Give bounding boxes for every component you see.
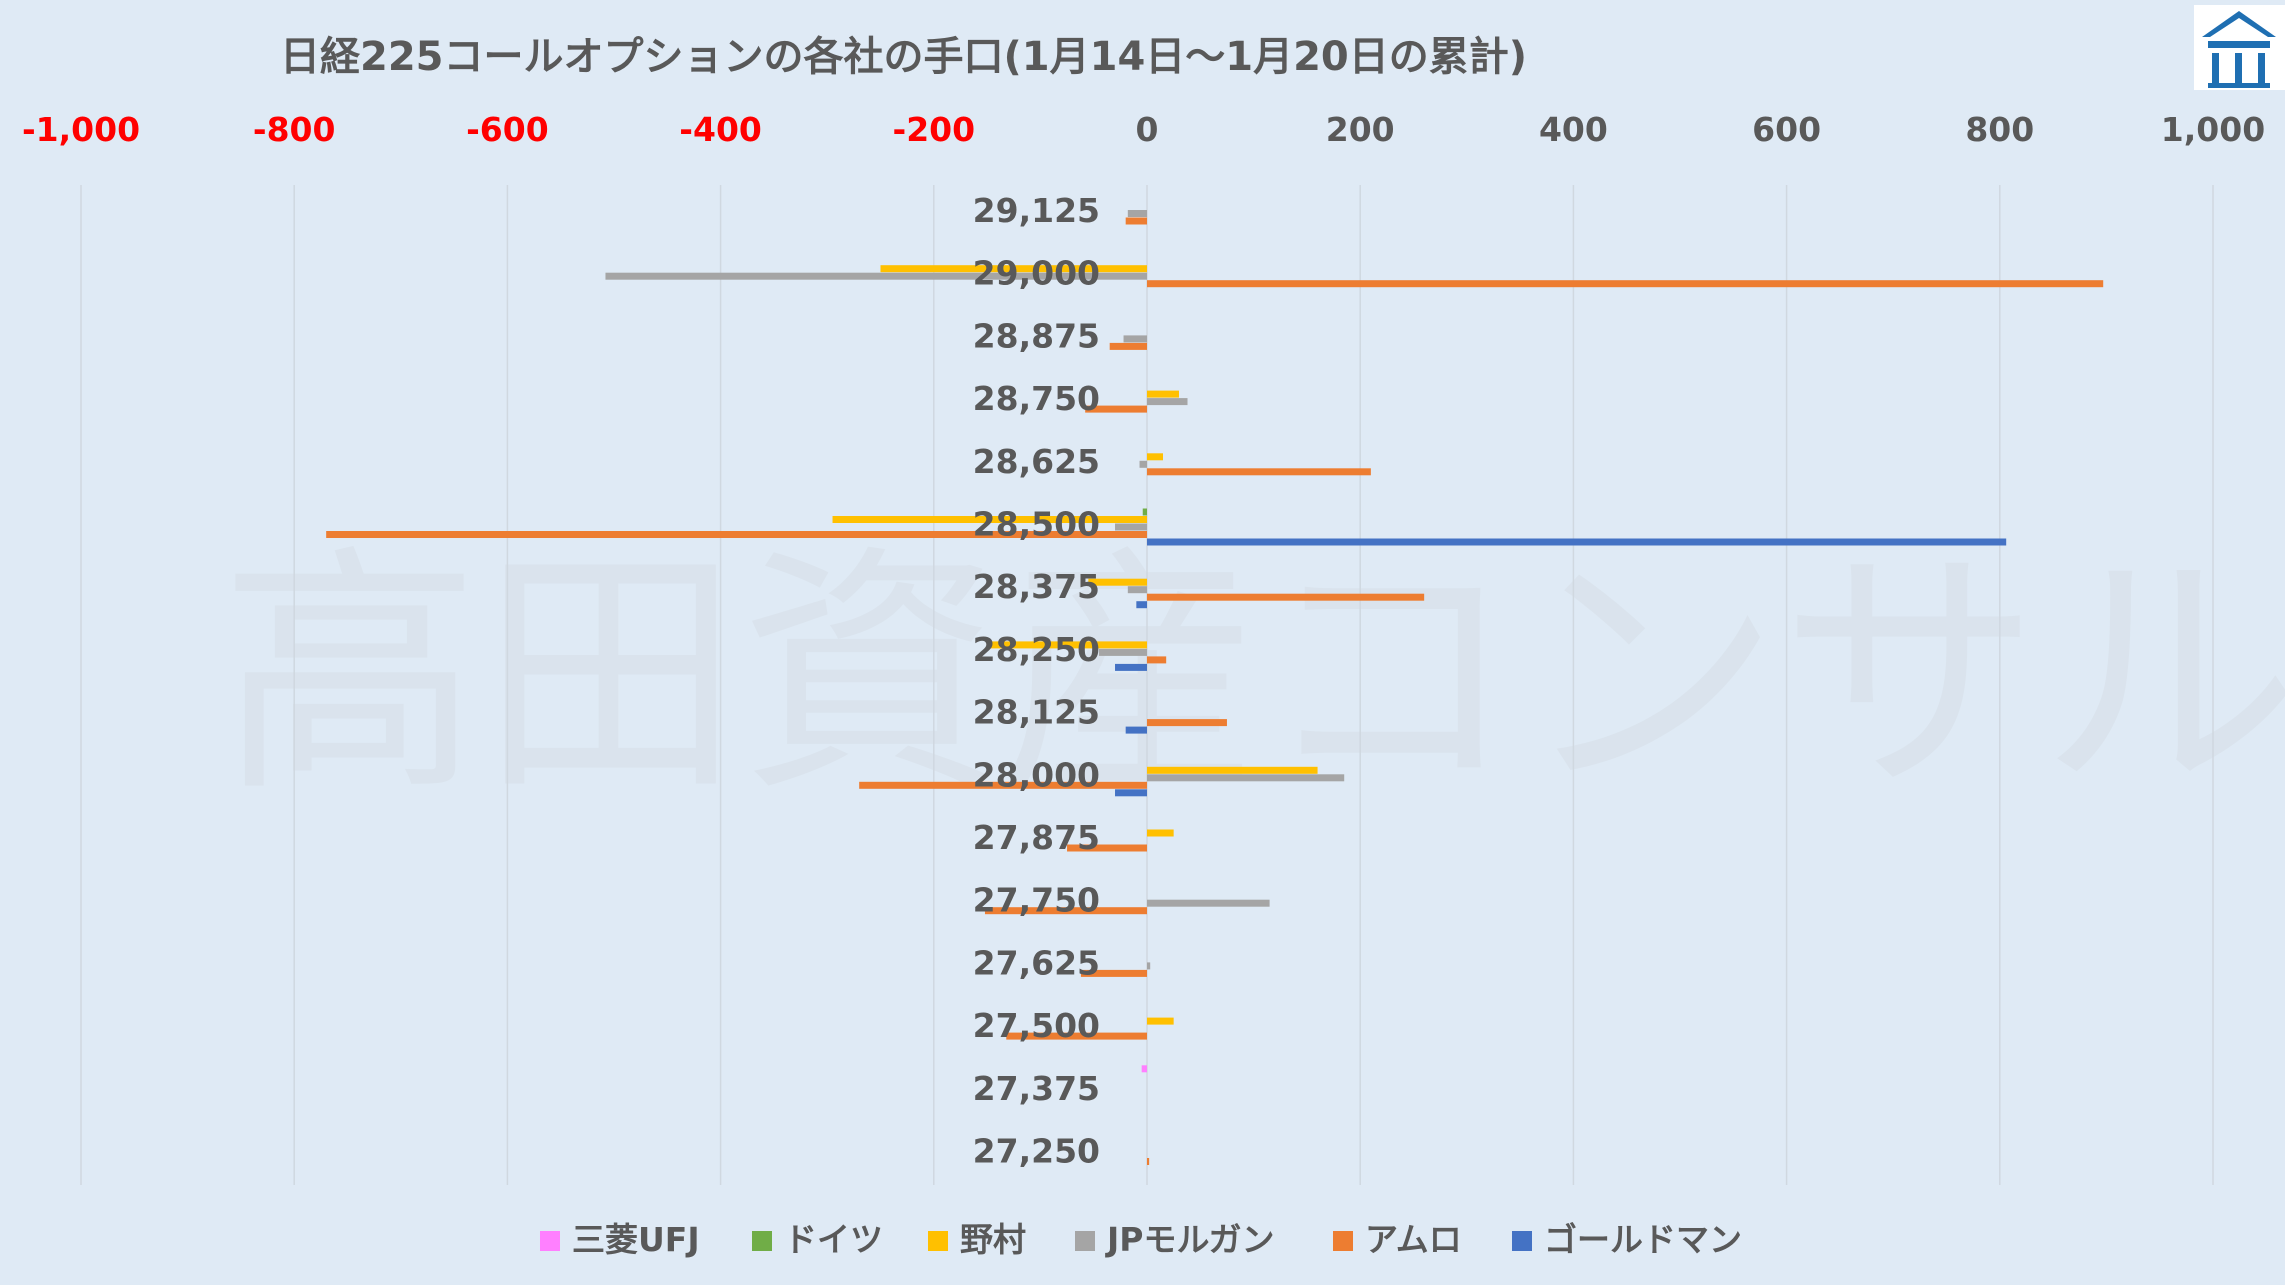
bar — [1115, 663, 1147, 671]
legend-swatch — [752, 1231, 772, 1251]
category-label: 28,000 — [973, 755, 1100, 794]
x-tick-label: 0 — [1136, 110, 1159, 149]
bar — [1147, 593, 1425, 601]
bar — [605, 272, 1147, 280]
category-label: 28,875 — [973, 316, 1100, 355]
bar — [1115, 789, 1147, 797]
legend-swatch — [1075, 1231, 1095, 1251]
bar — [1085, 405, 1147, 413]
bar — [880, 265, 1147, 273]
bar — [987, 641, 1147, 649]
x-tick-label: 200 — [1326, 110, 1395, 149]
bar — [1088, 578, 1147, 586]
legend-swatch — [928, 1231, 948, 1251]
bar — [1099, 648, 1147, 656]
watermark-text: 高田資産コンサル — [220, 525, 2285, 827]
bar — [1147, 766, 1318, 774]
x-tick-label: -600 — [466, 110, 549, 149]
category-labels: 29,125 29,000 28,875 28,750 28,625 28,500 28,3… — [973, 191, 1100, 1171]
category-label: 28,750 — [973, 379, 1100, 418]
category-label: 28,125 — [973, 693, 1100, 732]
category-label: 27,375 — [973, 1069, 1100, 1108]
legend-label: JPモルガン — [1105, 1220, 1274, 1259]
bar — [1067, 844, 1147, 852]
bar — [1147, 899, 1270, 907]
bar — [1139, 460, 1147, 468]
gridlines — [80, 185, 2214, 1185]
bar — [1125, 217, 1147, 225]
category-label: 27,750 — [973, 881, 1100, 920]
bar — [832, 516, 1147, 523]
bar — [1147, 1158, 1150, 1165]
bar — [1123, 335, 1147, 343]
bar — [1147, 280, 2104, 288]
bar — [1147, 398, 1188, 406]
bar — [1125, 726, 1147, 734]
bar — [1147, 656, 1167, 664]
bar — [1147, 1017, 1174, 1025]
category-label: 29,125 — [973, 191, 1100, 230]
bar — [1006, 1032, 1147, 1040]
bar — [1127, 586, 1147, 594]
legend-label: 野村 — [960, 1220, 1026, 1259]
x-tick-label: -200 — [893, 110, 976, 149]
bar — [1147, 453, 1163, 461]
bar — [1147, 390, 1179, 398]
x-tick-label: 800 — [1965, 110, 2034, 149]
legend: 三菱UFJ ドイツ 野村 JPモルガン アムロ ゴールドマン — [540, 1220, 1742, 1259]
category-label: 27,625 — [973, 943, 1100, 982]
bar — [326, 531, 1147, 538]
bar — [1147, 962, 1151, 970]
legend-swatch — [1512, 1231, 1532, 1251]
chart-title: 日経225コールオプションの各社の手口(1月14日～1月20日の累計) — [280, 34, 1527, 80]
x-tick-label: 1,000 — [2161, 110, 2265, 149]
bars — [326, 210, 2104, 1165]
category-label: 27,500 — [973, 1006, 1100, 1045]
bar — [1147, 538, 2007, 546]
bar — [1141, 1065, 1147, 1073]
category-label: 29,000 — [973, 254, 1100, 293]
category-label: 28,375 — [973, 567, 1100, 606]
bar — [1147, 774, 1345, 782]
category-label: 28,625 — [973, 442, 1100, 481]
legend-label: ドイツ — [784, 1220, 883, 1259]
x-tick-label: -800 — [253, 110, 336, 149]
bar — [1115, 523, 1147, 531]
x-tick-label: -400 — [679, 110, 762, 149]
legend-swatch — [540, 1231, 560, 1251]
bar — [1147, 719, 1227, 727]
legend-swatch — [1333, 1231, 1353, 1251]
bar — [1142, 508, 1147, 516]
bar — [1109, 342, 1147, 350]
legend-label: ゴールドマン — [1544, 1220, 1742, 1259]
bar — [984, 907, 1147, 915]
legend-label: アムロ — [1365, 1220, 1462, 1259]
bar — [1147, 829, 1174, 837]
x-axis-ticks: -1,000 -800 -600 -400 -200 0 200 400 600 800 1,000 — [22, 110, 2265, 149]
bar — [1127, 210, 1147, 217]
bar — [1147, 468, 1371, 476]
bar — [1136, 601, 1147, 609]
bar — [859, 781, 1147, 789]
x-tick-label: 400 — [1539, 110, 1608, 149]
category-label: 27,250 — [973, 1132, 1100, 1171]
x-tick-label: -1,000 — [22, 110, 140, 149]
category-label: 27,875 — [973, 818, 1100, 857]
category-label: 28,500 — [973, 505, 1100, 544]
house-logo-icon — [2194, 5, 2285, 90]
legend-label: 三菱UFJ — [572, 1220, 700, 1259]
category-label: 28,250 — [973, 630, 1100, 669]
x-tick-label: 600 — [1752, 110, 1821, 149]
bar — [1080, 969, 1147, 977]
